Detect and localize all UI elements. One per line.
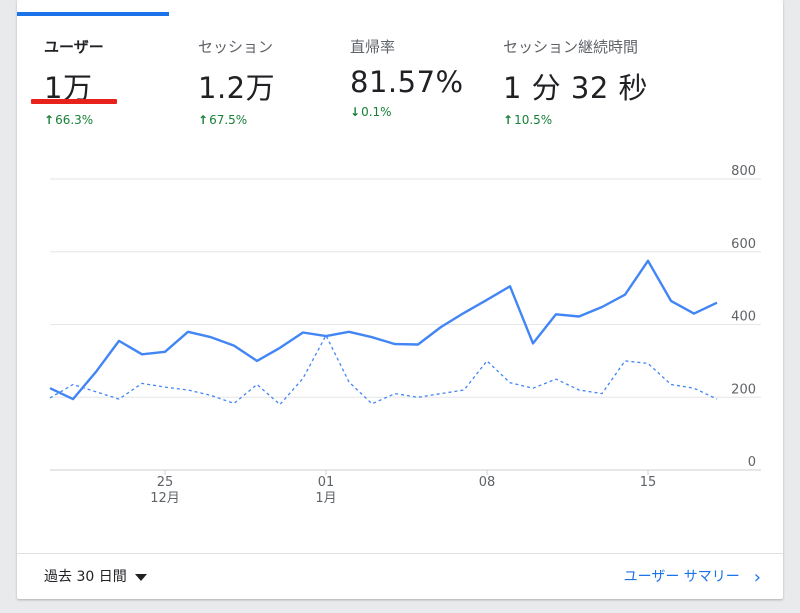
metric-tab-users[interactable]: ユーザー 1万 ↑66.3% xyxy=(44,36,104,127)
metric-value: 1 分 32 秒 xyxy=(503,71,649,105)
x-tick-sublabel: 1月 xyxy=(315,491,336,506)
x-tick-label: 15 xyxy=(640,475,657,490)
metric-change: ↑10.5% xyxy=(503,113,553,127)
metric-label: セッション継続時間 xyxy=(503,38,639,56)
metric-label: セッション xyxy=(198,38,274,56)
metric-value: 81.57% xyxy=(350,65,464,99)
metric-value: 1.2万 xyxy=(198,71,276,105)
series-line-comparison xyxy=(49,334,718,406)
metric-change: ↑66.3% xyxy=(44,113,94,127)
x-tick-label: 25 xyxy=(157,475,174,490)
x-tick-sublabel: 12月 xyxy=(150,491,180,506)
y-tick-label: 400 xyxy=(731,310,756,325)
arrow-up-icon: ↑ xyxy=(198,113,209,127)
metric-tab-sessions[interactable]: セッション 1.2万 ↑67.5% xyxy=(198,36,275,127)
tab-indicator xyxy=(17,12,169,16)
caret-down-icon xyxy=(134,573,147,581)
metric-label: ユーザー xyxy=(44,38,104,56)
arrow-up-icon: ↑ xyxy=(503,113,514,127)
user-overview-card: ユーザー 1万 ↑66.3% セッション 1.2万 ↑67.5% 直帰率 81.… xyxy=(17,0,783,599)
user-summary-label: ユーザー サマリー xyxy=(623,569,740,585)
active-metric-underline xyxy=(31,99,117,104)
metric-label: 直帰率 xyxy=(350,38,396,56)
x-tick-label: 08 xyxy=(479,475,496,490)
y-tick-label: 0 xyxy=(748,455,756,470)
user-summary-link[interactable]: ユーザー サマリー › xyxy=(624,566,761,588)
arrow-down-icon: ↓ xyxy=(350,105,361,119)
date-range-label: 過去 30 日間 xyxy=(44,569,127,585)
metric-change: ↑67.5% xyxy=(198,113,248,127)
date-range-dropdown[interactable]: 過去 30 日間 xyxy=(44,566,147,586)
series-line-current xyxy=(49,259,718,401)
card-footer: 過去 30 日間 ユーザー サマリー › xyxy=(17,553,783,599)
metric-tab-session-duration[interactable]: セッション継続時間 1 分 32 秒 ↑10.5% xyxy=(503,36,648,127)
y-tick-label: 200 xyxy=(731,382,756,397)
chevron-right-icon: › xyxy=(753,567,761,588)
arrow-up-icon: ↑ xyxy=(44,113,55,127)
y-tick-label: 600 xyxy=(731,237,756,252)
x-tick-label: 01 xyxy=(318,475,335,490)
metric-change: ↓0.1% xyxy=(350,105,392,119)
metric-tab-bounce-rate[interactable]: 直帰率 81.57% ↓0.1% xyxy=(350,36,464,119)
y-tick-label: 800 xyxy=(731,164,756,179)
